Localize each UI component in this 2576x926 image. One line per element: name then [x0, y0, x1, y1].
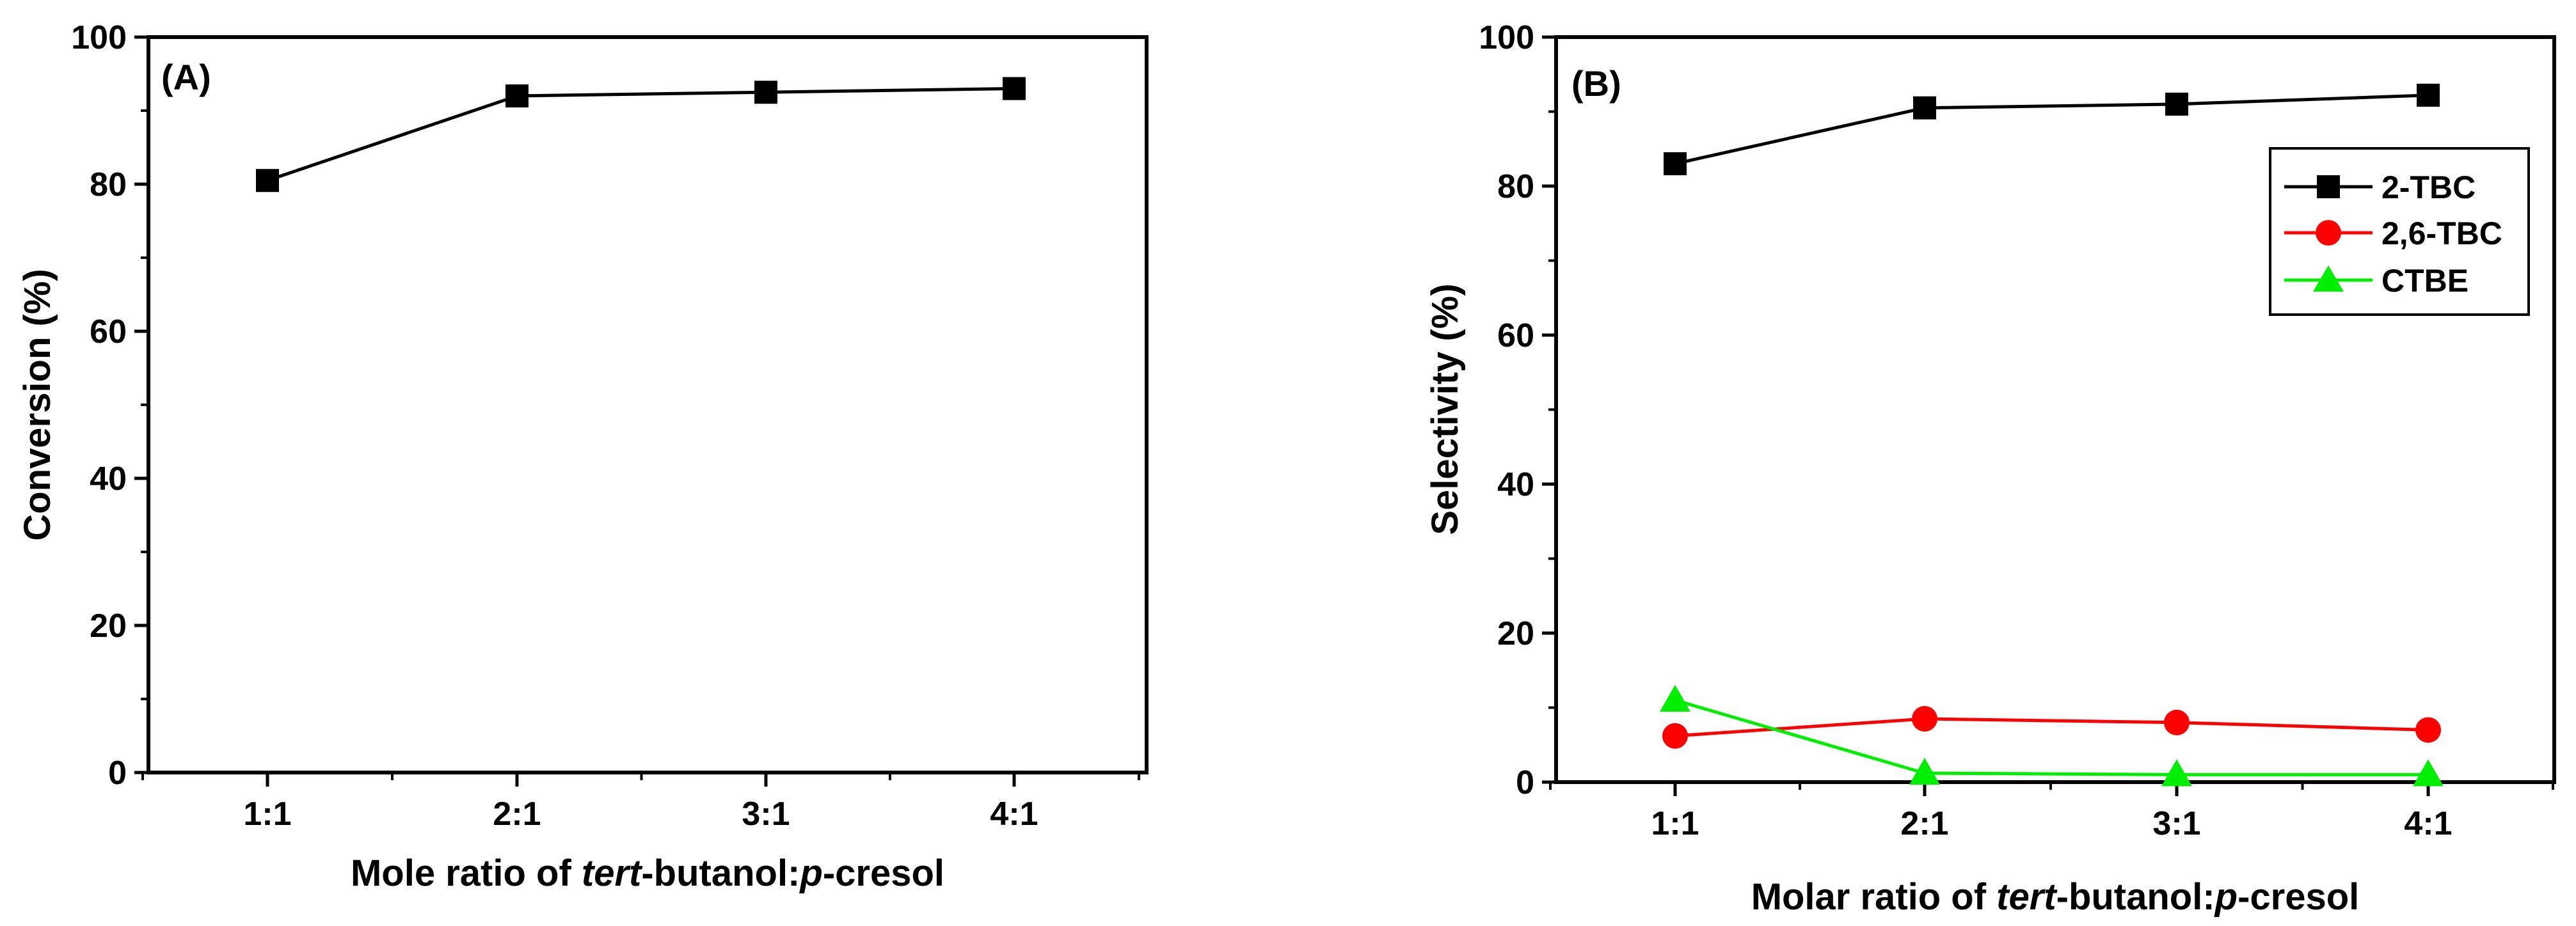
- x-tick-label: 1:1: [1651, 805, 1699, 842]
- legend-triangle-marker-icon: [2313, 265, 2344, 292]
- data-point-square: [2417, 83, 2440, 107]
- data-point-square: [1003, 77, 1026, 100]
- data-point-circle: [2164, 709, 2190, 735]
- y-tick-label: 20: [90, 608, 127, 645]
- panel-a-plot-frame: [147, 35, 1149, 774]
- panel-b-legend: 2-TBC 2,6-TBC CTBE: [2269, 147, 2530, 316]
- y-tick-label: 100: [1479, 19, 1534, 56]
- series-line-conversion: [267, 87, 1015, 182]
- legend-label-ctbe: CTBE: [2381, 263, 2469, 299]
- legend-label-2-tbc: 2-TBC: [2381, 169, 2476, 205]
- panel-a-x-ticks: 1:1 2:1 3:1 4:1: [141, 773, 1140, 833]
- x-tick-label: 2:1: [493, 796, 541, 833]
- panel-b-x-axis-title: Molar ratio of tert-butanol:p-cresol: [1751, 876, 2360, 918]
- y-tick-label: 100: [71, 19, 127, 56]
- panel-b-y-ticks: 0 20 40 60 80 100: [1479, 19, 1556, 801]
- y-tick-label: 60: [90, 313, 127, 350]
- legend-square-marker-icon: [2317, 175, 2340, 198]
- panel-b-x-title-mid: -butanol:: [2056, 876, 2215, 918]
- panel-b-x-title-suffix: -cresol: [2238, 876, 2359, 918]
- x-tick-label: 2:1: [1900, 805, 1948, 842]
- data-point-triangle: [1909, 758, 1940, 785]
- y-tick-label: 40: [1497, 466, 1534, 503]
- panel-a-conversion-chart: 0 20 40 60 80 100 1:1 2:1 3:1 4:1 (A) Conversion…: [17, 19, 1149, 894]
- panel-a-y-ticks: 0 20 40 60 80 100: [71, 19, 148, 792]
- x-tick-label: 3:1: [742, 796, 790, 833]
- series-line-2-tbc: [1674, 93, 2429, 166]
- legend-entry-2-tbc: 2-TBC: [2284, 169, 2476, 205]
- panel-a-x-axis-title: Mole ratio of tert-butanol:p-cresol: [351, 852, 944, 894]
- series-line-2-6-tbc: [1674, 717, 2429, 738]
- panel-b-label: (B): [1571, 63, 1621, 104]
- data-point-square: [256, 169, 279, 192]
- data-point-triangle: [1660, 684, 1690, 712]
- panel-a-x-title-italic-p: p: [799, 852, 822, 894]
- legend-label-2-6-tbc: 2,6-TBC: [2381, 216, 2502, 251]
- panel-a-series-markers: [256, 77, 1026, 192]
- panel-b-x-ticks: 1:1 2:1 3:1 4:1: [1549, 782, 2554, 842]
- x-tick-label: 4:1: [990, 796, 1038, 833]
- y-tick-label: 0: [1516, 764, 1534, 801]
- y-tick-label: 60: [1497, 317, 1534, 354]
- legend-entry-2-6-tbc: 2,6-TBC: [2284, 216, 2502, 251]
- panel-b-x-title-prefix: Molar ratio of: [1751, 876, 1996, 918]
- panel-b-series-lines: [1674, 93, 2429, 776]
- series-line-ctbe: [1674, 698, 2428, 776]
- y-tick-label: 20: [1497, 615, 1534, 652]
- data-point-square: [2165, 92, 2188, 116]
- data-point-circle: [1912, 705, 1937, 732]
- panel-b-x-title-italic-tert: tert: [1996, 876, 2058, 918]
- panel-a-x-title-mid: -butanol:: [641, 852, 800, 894]
- panel-a-y-axis-title: Conversion (%): [17, 269, 58, 540]
- data-point-circle: [2415, 717, 2441, 743]
- panel-a-x-title-suffix: -cresol: [823, 852, 944, 894]
- panel-a-series-lines: [267, 87, 1015, 182]
- data-point-square: [1664, 152, 1687, 176]
- panel-b-series-markers: [1660, 83, 2444, 787]
- x-tick-label: 1:1: [243, 796, 291, 833]
- y-tick-label: 40: [90, 460, 127, 498]
- x-tick-label: 4:1: [2404, 805, 2452, 842]
- panel-a-x-title-italic-tert: tert: [582, 852, 643, 894]
- panel-a-x-title-prefix: Mole ratio of: [351, 852, 582, 894]
- data-point-triangle: [2413, 759, 2444, 787]
- legend-entry-ctbe: CTBE: [2284, 263, 2469, 299]
- panel-b-selectivity-chart: 0 20 40 60 80 100 1:1 2:1 3:1 4:1 (B) Selectivit…: [1424, 19, 2556, 918]
- data-point-circle: [1662, 723, 1688, 749]
- y-tick-label: 80: [1497, 168, 1534, 205]
- x-tick-label: 3:1: [2152, 805, 2200, 842]
- data-point-square: [1913, 96, 1936, 120]
- panel-b-x-title-italic-p: p: [2214, 876, 2238, 918]
- data-point-square: [754, 81, 777, 104]
- legend-circle-marker-icon: [2316, 220, 2341, 246]
- data-point-triangle: [2161, 759, 2192, 787]
- y-tick-label: 0: [108, 755, 127, 792]
- data-point-square: [505, 84, 529, 107]
- y-tick-label: 80: [90, 166, 127, 203]
- panel-a-label: (A): [161, 57, 211, 97]
- panel-b-y-axis-title: Selectivity (%): [1424, 283, 1466, 535]
